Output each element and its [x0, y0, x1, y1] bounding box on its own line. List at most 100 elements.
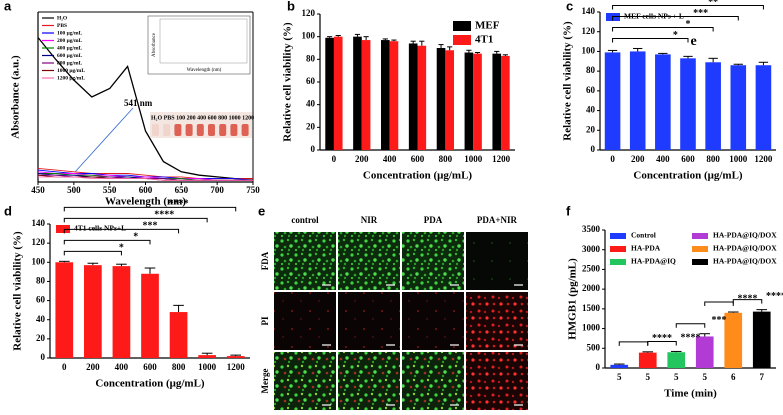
x-tick-label: 500 — [67, 185, 81, 195]
x-tick-label: 400 — [115, 362, 129, 372]
legend-swatch — [56, 225, 70, 233]
legend-swatch — [692, 259, 708, 265]
significance-bracket — [732, 299, 763, 304]
significance-bracket — [704, 301, 734, 307]
y-tick-label: 80 — [36, 275, 46, 285]
annotation: 541 nm — [124, 98, 153, 108]
y-tick-label: 60 — [306, 76, 316, 86]
micrograph — [402, 352, 464, 410]
x-tick-label: 800 — [439, 154, 453, 164]
column-label: PDA — [424, 215, 443, 225]
y-tick-label: 20 — [36, 333, 46, 343]
bar — [389, 41, 399, 151]
x-tick-label: 200 — [631, 154, 645, 164]
y-tick-label: 1500 — [582, 303, 601, 313]
y-axis-label: Relative cell viability (%) — [12, 231, 24, 351]
bar — [629, 51, 646, 150]
x-axis-label: Wavelength (nm) — [105, 196, 186, 208]
significance-label: *** — [712, 315, 727, 326]
x-axis-label: Concentration (μg/mL) — [95, 378, 205, 390]
x-axis-label: Concentration (μg/mL) — [633, 170, 743, 182]
bar — [680, 58, 696, 151]
x-tick-label: 400 — [656, 154, 670, 164]
legend-swatch — [453, 21, 471, 31]
y-tick-label: 3000 — [582, 244, 601, 254]
inset-y-label: Absorbance — [152, 32, 157, 57]
legend-label: 100 μg/mL — [57, 30, 83, 36]
bar — [667, 352, 686, 368]
bar — [361, 40, 371, 150]
x-tick-label: 6 — [731, 372, 736, 382]
bar — [655, 54, 671, 151]
vial-labels: H₂O PBS 100 200 400 600 800 1000 1200 — [151, 115, 254, 121]
bar — [473, 53, 482, 150]
x-tick-label: 1200 — [227, 362, 246, 372]
legend-label: MEF — [475, 20, 500, 32]
legend-label: 600 μg/mL — [57, 53, 83, 59]
significance-bracket — [647, 340, 677, 346]
y-tick-label: 80 — [586, 65, 596, 75]
significance-label: * — [133, 232, 138, 243]
bar — [408, 43, 418, 150]
x-tick-label: 600 — [411, 154, 425, 164]
y-tick-label: 2000 — [582, 283, 601, 293]
y-tick-label: 60 — [586, 85, 596, 95]
significance-label: * — [673, 30, 678, 41]
micrograph — [466, 232, 528, 290]
bar — [730, 65, 747, 150]
legend-swatch — [610, 246, 626, 252]
y-tick-label: 1000 — [582, 323, 601, 333]
spectrum-line — [38, 176, 253, 181]
inset-plot — [159, 18, 248, 64]
legend-label: 4T1 — [475, 34, 493, 46]
y-tick-label: 40 — [306, 99, 316, 109]
significance-label: **** — [738, 293, 758, 304]
micrograph — [338, 232, 400, 290]
legend-label: 1000 μg/mL — [57, 68, 85, 74]
bar — [112, 266, 131, 358]
annotation: e — [691, 34, 697, 49]
significance-bracket — [63, 239, 151, 245]
legend-label: 400 μg/mL — [57, 45, 83, 51]
y-tick-label: 60 — [36, 295, 46, 305]
legend-swatch — [610, 233, 626, 239]
significance-label: * — [686, 19, 691, 30]
vial — [163, 124, 171, 136]
bar — [169, 312, 188, 358]
significance-bracket — [675, 323, 706, 328]
vial — [196, 124, 204, 136]
vial — [208, 124, 215, 136]
legend-label: HA-PDA@IQ/DOX — [713, 257, 777, 266]
y-tick-label: 140 — [32, 218, 46, 228]
significance-bracket — [612, 37, 689, 43]
x-tick-label: 600 — [681, 154, 695, 164]
panel-label: c — [566, 0, 573, 13]
bar — [501, 55, 510, 150]
significance-bracket — [63, 228, 180, 234]
significance-label: *** — [143, 221, 158, 232]
y-axis-label: Relative cell viability (%) — [282, 22, 294, 142]
y-axis-label: HMGB1 (pg/mL) — [567, 258, 579, 340]
panel-label: f — [566, 203, 571, 218]
micrograph — [274, 232, 336, 290]
x-tick-label: 1000 — [198, 362, 217, 372]
y-tick-label: 2500 — [582, 263, 601, 273]
legend-label: HA-PDA — [631, 244, 661, 253]
vial — [152, 124, 159, 136]
bar — [610, 364, 629, 368]
bar — [333, 36, 343, 150]
significance-label: **** — [766, 291, 783, 302]
significance-bracket — [63, 250, 122, 256]
x-tick-label: 600 — [143, 362, 157, 372]
x-tick-label: 800 — [172, 362, 186, 372]
x-tick-label: 200 — [86, 362, 100, 372]
x-tick-label: 1000 — [464, 154, 483, 164]
vial — [241, 124, 249, 136]
y-tick-label: 100 — [32, 256, 46, 266]
panel-label: e — [258, 203, 265, 218]
row-label: FDA — [260, 251, 270, 270]
significance-label: **** — [681, 333, 701, 344]
x-tick-label: 7 — [760, 372, 765, 382]
y-tick-label: 140 — [582, 6, 596, 16]
